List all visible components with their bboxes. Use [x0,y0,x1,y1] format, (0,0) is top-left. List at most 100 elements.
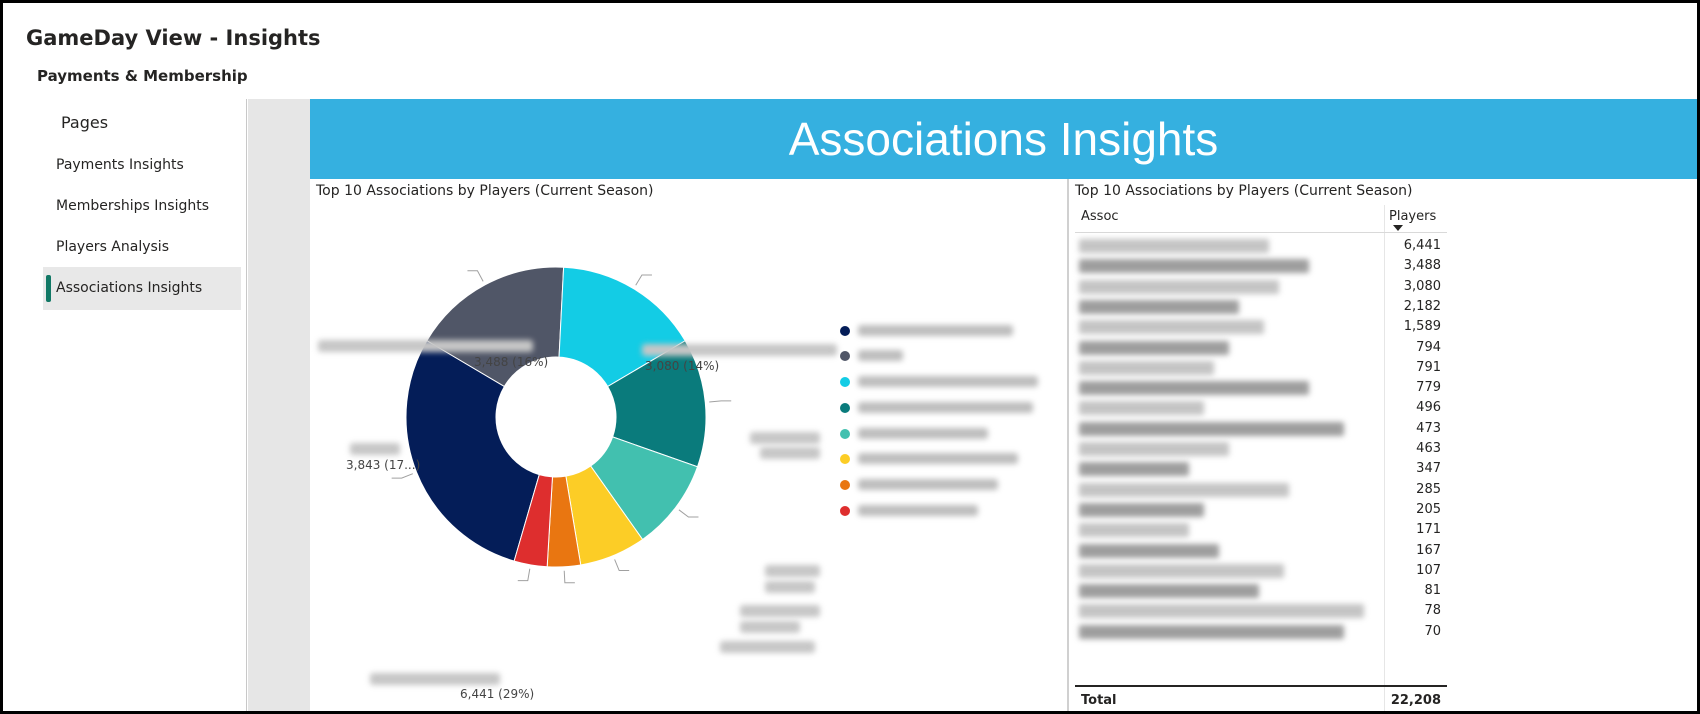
players-value: 78 [1424,603,1441,619]
slice-label-blurred [318,340,533,352]
assoc-name-blurred [1079,360,1214,375]
players-value: 205 [1416,501,1441,517]
legend-item[interactable] [840,346,1060,364]
players-value: 779 [1416,380,1441,396]
assoc-name-blurred [1079,239,1269,253]
table-row[interactable]: 347 [1075,458,1447,480]
table-title: Top 10 Associations by Players (Current … [1075,183,1413,199]
assoc-name-blurred [1079,259,1309,274]
legend-item[interactable] [840,398,1060,416]
table-row[interactable]: 791 [1075,357,1447,379]
legend-label-blurred [858,325,1013,336]
players-value: 791 [1416,359,1441,375]
table-row[interactable]: 1,589 [1075,316,1447,338]
table-row[interactable]: 107 [1075,560,1447,582]
data-label-slice-3: 3,488 (16%) [474,355,549,369]
leader-line [467,270,484,282]
players-value: 81 [1424,583,1441,599]
leader-line [635,274,652,286]
legend-item[interactable] [840,501,1060,519]
assoc-name-blurred [1079,523,1189,538]
table-row[interactable]: 167 [1075,540,1447,562]
assoc-name-blurred [1079,502,1204,517]
slice-label-blurred [642,344,837,356]
players-value: 496 [1416,400,1441,416]
table-row[interactable]: 81 [1075,580,1447,602]
assoc-name-blurred [1079,624,1344,639]
assoc-name-blurred [1079,401,1204,416]
legend-item[interactable] [840,424,1060,442]
assoc-name-blurred [1079,279,1279,294]
legend-label-blurred [858,479,998,490]
data-label-slice-4: 3,080 (14%) [645,359,720,373]
players-value: 167 [1416,542,1441,558]
table-total-row: Total 22,208 [1075,685,1447,711]
total-label: Total [1081,693,1117,708]
assoc-name-blurred [1079,442,1229,456]
assoc-name-blurred [1079,543,1219,558]
legend-dot [840,454,850,464]
report-canvas: Associations Insights Top 10 Association… [310,99,1697,711]
donut-slice-8[interactable] [513,473,553,568]
legend-label-blurred [858,453,1018,464]
slice-label-blurred [740,621,800,633]
sort-descending-icon [1393,225,1403,231]
app-subtitle: Payments & Membership [37,67,248,85]
table-row[interactable]: 78 [1075,600,1447,622]
donut-slice-1[interactable] [405,339,540,562]
players-value: 794 [1416,339,1441,355]
legend-item[interactable] [840,321,1060,339]
nav-item-memberships-insights[interactable]: Memberships Insights [56,198,210,214]
assoc-name-blurred [1079,604,1364,619]
leader-line [614,559,630,572]
page-banner: Associations Insights [310,99,1697,179]
assoc-name-blurred [1079,462,1189,477]
table-row[interactable]: 285 [1075,479,1447,501]
column-header-players[interactable]: Players [1389,209,1437,224]
assoc-name-blurred [1079,482,1289,497]
table-row[interactable]: 3,488 [1075,255,1447,277]
nav-item-players-analysis[interactable]: Players Analysis [56,239,169,255]
table-row[interactable]: 794 [1075,337,1447,359]
assoc-name-blurred [1079,584,1259,599]
canvas-gutter [248,99,310,711]
assoc-name-blurred [1079,320,1264,335]
table-row[interactable]: 3,080 [1075,276,1447,298]
table-row[interactable]: 496 [1075,397,1447,419]
leader-line [391,473,413,479]
legend-dot [840,351,850,361]
players-value: 171 [1416,522,1441,538]
nav-item-associations-insights[interactable]: Associations Insights [43,267,241,310]
donut-chart[interactable]: 3,080 (14%) 3,488 (16%) 3,843 (17...) 6,… [310,199,1067,711]
table-row[interactable]: 70 [1075,621,1447,643]
donut-slice-3[interactable] [558,266,686,388]
table-row[interactable]: 2,182 [1075,296,1447,318]
legend-dot [840,403,850,413]
nav-item-payments-insights[interactable]: Payments Insights [56,157,184,173]
players-value: 3,488 [1403,258,1441,274]
slice-label-blurred [760,447,820,459]
pages-title: Pages [61,113,109,132]
donut-slice-2[interactable] [426,266,565,388]
legend-label-blurred [858,428,988,439]
table-row[interactable]: 171 [1075,519,1447,541]
data-label-slice-1: 6,441 (29%) [460,687,535,701]
table-row[interactable]: 6,441 [1075,235,1447,257]
donut-svg [391,266,732,584]
table-row[interactable]: 463 [1075,438,1447,460]
leader-line [517,568,531,582]
legend-item[interactable] [840,475,1060,493]
legend-item[interactable] [840,372,1060,390]
legend-item[interactable] [840,449,1060,467]
leader-line [563,570,575,584]
assoc-name-blurred [1079,299,1239,314]
data-label-slice-2: 3,843 (17...) [346,458,421,472]
leader-line [709,400,732,403]
table-row[interactable]: 779 [1075,377,1447,399]
table-row[interactable]: 205 [1075,499,1447,521]
assoc-name-blurred [1079,340,1229,355]
column-header-assoc[interactable]: Assoc [1081,209,1119,224]
table-row[interactable]: 473 [1075,418,1447,440]
players-value: 463 [1416,441,1441,456]
leader-line [678,509,699,518]
